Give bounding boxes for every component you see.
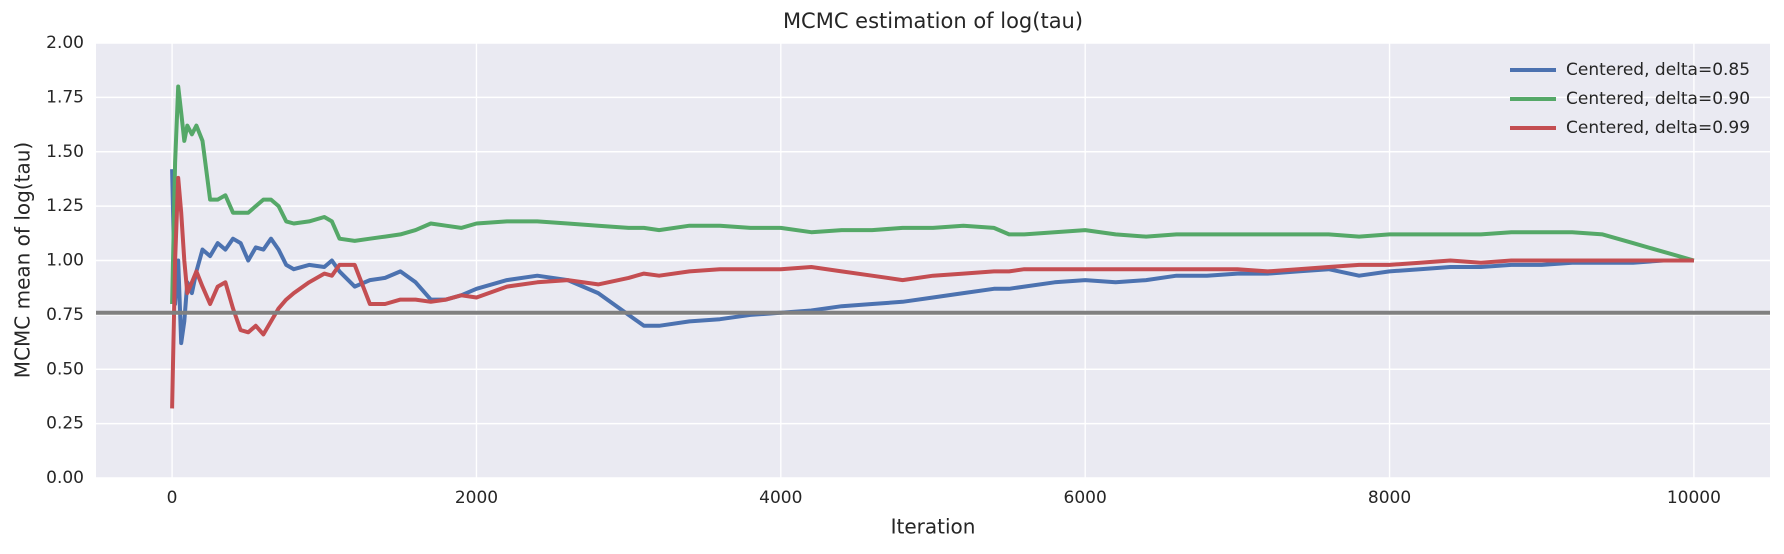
x-tick-label: 4000: [759, 488, 802, 508]
x-tick-label: 2000: [455, 488, 498, 508]
x-tick-label: 10000: [1667, 488, 1721, 508]
y-tick-label: 1.75: [46, 87, 84, 107]
x-tick-label: 8000: [1368, 488, 1411, 508]
y-tick-label: 1.25: [46, 196, 84, 216]
y-tick-label: 0.75: [46, 305, 84, 325]
chart-title: MCMC estimation of log(tau): [783, 9, 1083, 33]
y-tick-label: 1.00: [46, 251, 84, 271]
line-series: [170, 175, 1694, 409]
x-tick-label: 6000: [1064, 488, 1107, 508]
y-axis-label: MCMC mean of log(tau): [11, 142, 35, 378]
y-tick-label: 0.25: [46, 414, 84, 434]
y-tick-label: 2.00: [46, 33, 84, 53]
legend-label: Centered, delta=0.99: [1566, 118, 1750, 138]
line-series: [170, 84, 1695, 305]
y-tick-label: 1.50: [46, 142, 84, 162]
x-tick-label: 0: [167, 488, 178, 508]
legend-label: Centered, delta=0.90: [1566, 89, 1750, 109]
x-axis-label: Iteration: [891, 515, 976, 539]
y-tick-label: 0.00: [46, 468, 84, 488]
line-series: [170, 169, 1694, 346]
legend-label: Centered, delta=0.85: [1566, 60, 1750, 80]
y-tick-label: 0.50: [46, 359, 84, 379]
